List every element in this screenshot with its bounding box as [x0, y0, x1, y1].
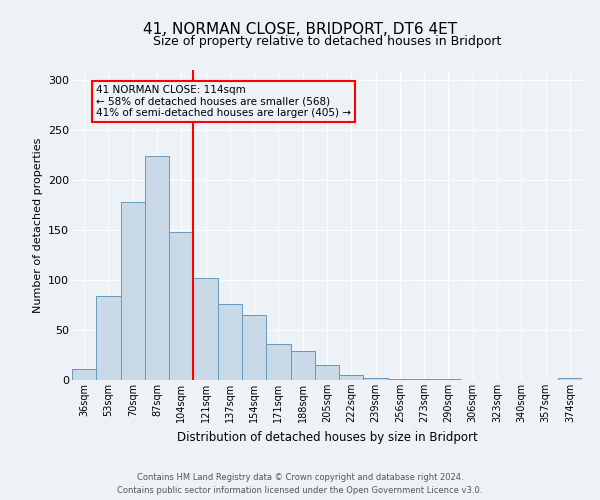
Bar: [218, 304, 242, 380]
X-axis label: Distribution of detached houses by size in Bridport: Distribution of detached houses by size …: [176, 430, 478, 444]
Bar: [242, 315, 266, 380]
Bar: [121, 202, 145, 380]
Bar: [96, 296, 121, 380]
Bar: [145, 156, 169, 380]
Text: Contains HM Land Registry data © Crown copyright and database right 2024.
Contai: Contains HM Land Registry data © Crown c…: [118, 474, 482, 495]
Y-axis label: Number of detached properties: Number of detached properties: [32, 138, 43, 312]
Bar: [193, 278, 218, 380]
Bar: [315, 365, 339, 380]
Bar: [72, 369, 96, 380]
Bar: [436, 379, 461, 380]
Text: 41, NORMAN CLOSE, BRIDPORT, DT6 4ET: 41, NORMAN CLOSE, BRIDPORT, DT6 4ET: [143, 22, 457, 38]
Bar: [266, 344, 290, 380]
Bar: [558, 378, 582, 380]
Bar: [388, 379, 412, 380]
Title: Size of property relative to detached houses in Bridport: Size of property relative to detached ho…: [153, 35, 501, 48]
Bar: [290, 351, 315, 380]
Bar: [169, 232, 193, 380]
Bar: [412, 379, 436, 380]
Bar: [339, 375, 364, 380]
Text: 41 NORMAN CLOSE: 114sqm
← 58% of detached houses are smaller (568)
41% of semi-d: 41 NORMAN CLOSE: 114sqm ← 58% of detache…: [96, 85, 351, 118]
Bar: [364, 378, 388, 380]
